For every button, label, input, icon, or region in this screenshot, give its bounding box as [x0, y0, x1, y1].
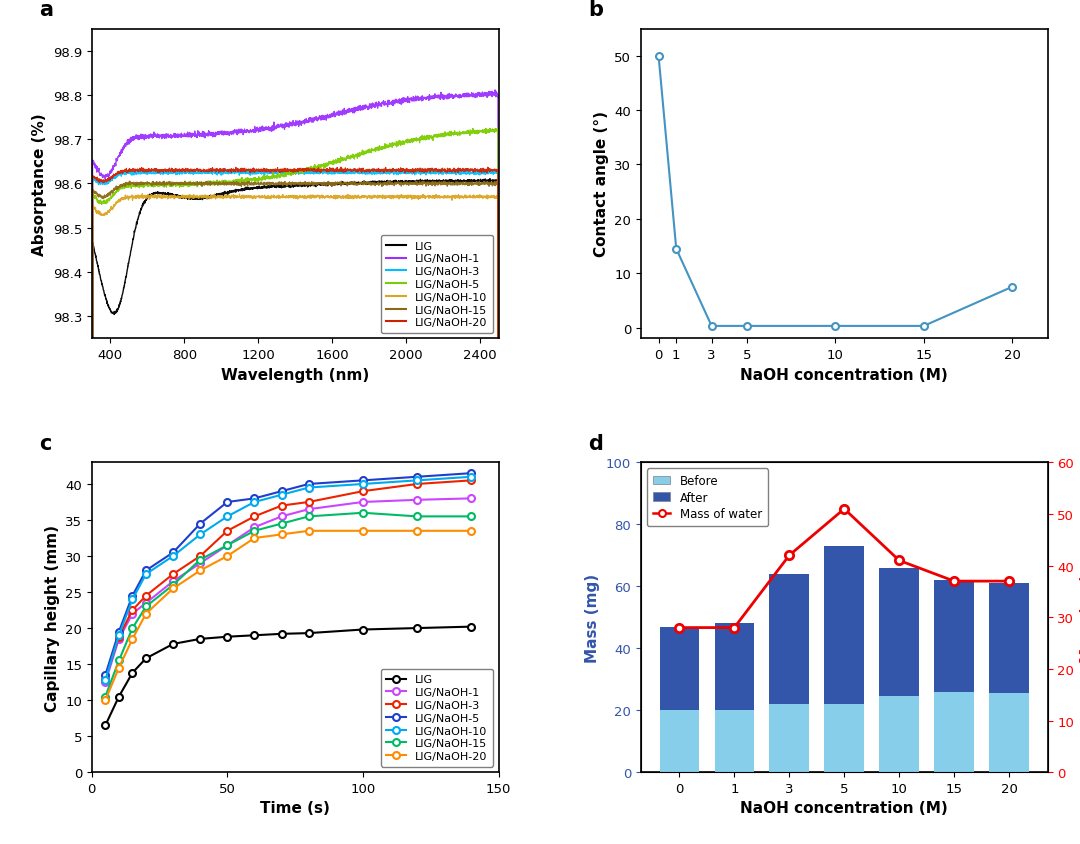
Mass of water [838, 504, 851, 514]
Y-axis label: Contact angle (°): Contact angle (°) [594, 111, 609, 257]
Text: c: c [39, 434, 52, 453]
Bar [879, 696, 919, 772]
Bar [660, 711, 699, 772]
Bar [989, 694, 1029, 772]
Bar [769, 704, 809, 772]
Legend: LIG, LIG/NaOH-1, LIG/NaOH-3, LIG/NaOH-5, LIG/NaOH-10, LIG/NaOH-15, LIG/NaOH-20: LIG, LIG/NaOH-1, LIG/NaOH-3, LIG/NaOH-5,… [380, 235, 492, 333]
Y-axis label: Mass (mg): Mass (mg) [585, 573, 600, 662]
Text: d: d [588, 434, 603, 453]
Bar [934, 692, 974, 772]
Mass of water [893, 555, 906, 565]
X-axis label: NaOH concentration (M): NaOH concentration (M) [741, 800, 948, 815]
Bar [660, 627, 699, 772]
X-axis label: Time (s): Time (s) [260, 800, 330, 815]
Legend: Before, After, Mass of water: Before, After, Mass of water [647, 468, 768, 527]
Y-axis label: Absorptance (%): Absorptance (%) [32, 113, 48, 256]
Bar [715, 624, 754, 772]
Text: b: b [588, 0, 603, 20]
Line: Mass of water: Mass of water [675, 505, 1013, 632]
Mass of water [783, 550, 796, 560]
Legend: LIG, LIG/NaOH-1, LIG/NaOH-3, LIG/NaOH-5, LIG/NaOH-10, LIG/NaOH-15, LIG/NaOH-20: LIG, LIG/NaOH-1, LIG/NaOH-3, LIG/NaOH-5,… [380, 669, 492, 766]
Mass of water [1002, 576, 1015, 587]
Bar [824, 546, 864, 772]
Bar [879, 568, 919, 772]
Mass of water [673, 623, 686, 633]
Text: a: a [39, 0, 53, 20]
Bar [715, 711, 754, 772]
X-axis label: NaOH concentration (M): NaOH concentration (M) [741, 367, 948, 382]
Mass of water [947, 576, 960, 587]
Bar [934, 581, 974, 772]
X-axis label: Wavelength (nm): Wavelength (nm) [221, 367, 369, 382]
Y-axis label: Capillary height (mm): Capillary height (mm) [44, 524, 59, 711]
Bar [989, 583, 1029, 772]
Mass of water [728, 623, 741, 633]
Bar [824, 704, 864, 772]
Bar [769, 574, 809, 772]
